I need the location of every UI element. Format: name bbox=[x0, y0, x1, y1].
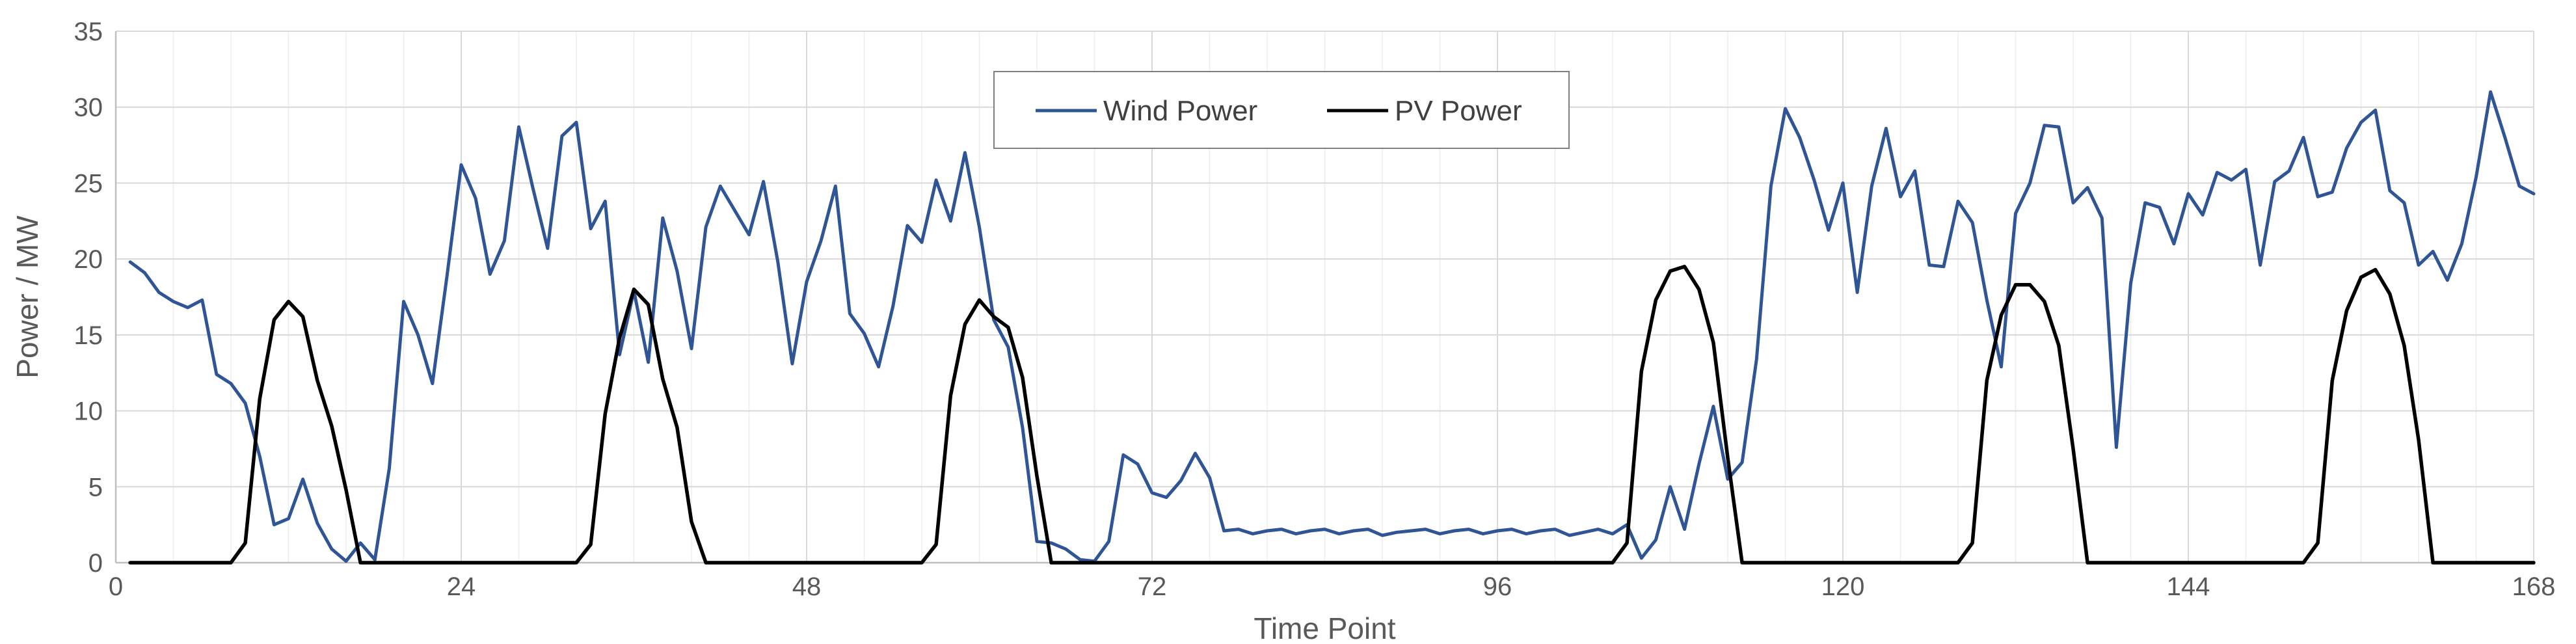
y-tick-label: 30 bbox=[74, 94, 103, 122]
x-tick-label: 48 bbox=[792, 572, 822, 601]
tick-labels: 0 5 10 15 20 25 30 35 0 24 48 72 96 120 144 168 bbox=[74, 18, 2556, 601]
y-tick-label: 10 bbox=[74, 397, 103, 426]
x-axis-title: Time Point bbox=[1254, 611, 1395, 644]
gridlines bbox=[116, 31, 2534, 563]
x-tick-label: 24 bbox=[447, 572, 476, 601]
y-tick-label: 35 bbox=[74, 18, 103, 46]
y-tick-label: 25 bbox=[74, 169, 103, 198]
y-tick-label: 15 bbox=[74, 321, 103, 350]
series-line-wind-power bbox=[128, 90, 2536, 563]
legend-label-wind-power: Wind Power bbox=[1103, 95, 1257, 127]
y-axis-title: Power / MW bbox=[10, 215, 44, 379]
series-lines bbox=[128, 90, 2536, 565]
legend: Wind Power PV Power bbox=[993, 71, 1570, 149]
x-tick-label: 96 bbox=[1483, 572, 1512, 601]
legend-label-pv-power: PV Power bbox=[1395, 95, 1522, 127]
y-tick-label: 5 bbox=[88, 473, 103, 502]
x-tick-label: 0 bbox=[109, 572, 123, 601]
x-tick-label: 168 bbox=[2512, 572, 2556, 601]
x-tick-label: 120 bbox=[1821, 572, 1865, 601]
x-tick-label: 144 bbox=[2167, 572, 2210, 601]
y-tick-label: 20 bbox=[74, 245, 103, 274]
x-tick-label: 72 bbox=[1138, 572, 1167, 601]
y-tick-label: 0 bbox=[88, 549, 103, 578]
series-line-pv-power bbox=[128, 265, 2536, 565]
